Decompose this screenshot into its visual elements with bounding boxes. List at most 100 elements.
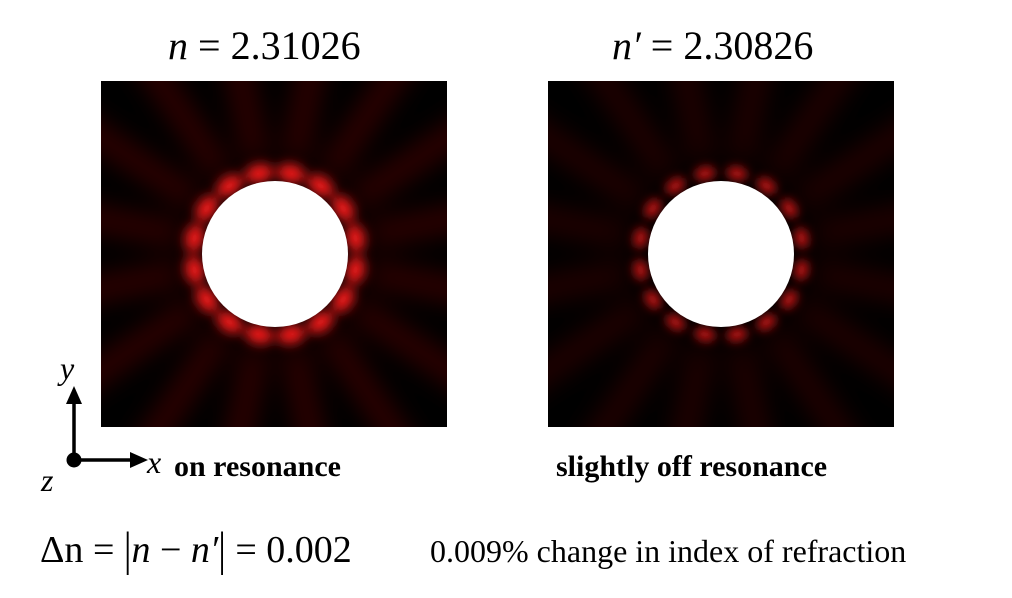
field-panel-off-resonance (548, 81, 894, 427)
field-lobes (633, 166, 809, 342)
field-ray (812, 211, 894, 244)
z-axis-dot (66, 452, 82, 468)
field-lobe (332, 286, 354, 313)
coordinate-axes (66, 386, 148, 468)
right-equals: = (650, 23, 674, 68)
field-lobe (307, 311, 334, 333)
field-lobe (196, 195, 218, 222)
delta-n: n (131, 529, 151, 571)
delta-minus: − (159, 529, 182, 571)
field-ray (349, 129, 447, 208)
field-ray (366, 211, 447, 244)
field-ray (548, 211, 630, 244)
x-axis-label: x (147, 444, 162, 480)
field-ray (232, 345, 265, 427)
field-ray (548, 128, 647, 208)
abs-close-bar: | (218, 523, 226, 577)
field-lobe (794, 259, 809, 281)
field-rays (548, 81, 894, 427)
field-lobe (781, 198, 798, 218)
delta-value: 0.002 (266, 529, 352, 571)
x-arrowhead (130, 452, 148, 468)
field-lobe (216, 311, 243, 333)
field-lobe (757, 177, 777, 194)
field-ray (731, 345, 764, 427)
resonator-core (648, 181, 794, 327)
y-arrowhead (66, 386, 82, 404)
field-ray (321, 328, 401, 427)
caption-off-resonance: slightly off resonance (556, 450, 828, 483)
field-lobe (665, 314, 685, 331)
field-lobe (346, 256, 365, 284)
field-lobe (346, 224, 365, 252)
field-lobe (633, 259, 648, 281)
field-plot-on-resonance (101, 81, 447, 427)
field-ray (795, 300, 894, 380)
field-ray (548, 264, 630, 297)
field-lobe (633, 227, 648, 249)
z-axis-label: z (41, 462, 54, 498)
field-ray (321, 81, 401, 180)
resonator-core (202, 181, 348, 327)
field-ray (101, 264, 184, 297)
field-ray (767, 81, 847, 180)
field-ray (767, 328, 847, 427)
delta-equals-2: = (235, 529, 257, 571)
field-lobe (726, 166, 748, 181)
field-lobe (694, 166, 716, 181)
left-index-label: n = 2.31026 (168, 26, 361, 66)
field-ray (678, 345, 711, 427)
percent-change-text: 0.009% change in index of refraction (430, 533, 907, 569)
field-lobe (185, 256, 204, 284)
field-lobe (644, 198, 661, 218)
field-lobe (277, 164, 305, 183)
y-axis-label: y (60, 350, 75, 386)
right-index-symbol: n′ (612, 23, 641, 68)
delta-n-prime: n′ (190, 529, 219, 571)
field-ray (149, 81, 229, 180)
field-ray (285, 81, 318, 163)
delta-symbol: Δn (40, 529, 84, 571)
field-ray (349, 300, 447, 379)
field-lobe (757, 314, 777, 331)
field-lobe (794, 227, 809, 249)
field-lobe (196, 286, 218, 313)
field-lobe (245, 164, 273, 183)
caption-on-resonance: on resonance (174, 450, 341, 483)
field-lobe (726, 327, 748, 342)
field-lobe (216, 175, 243, 197)
right-index-label: n′ = 2.30826 (612, 26, 813, 66)
field-lobes (185, 164, 365, 344)
field-ray (101, 128, 201, 208)
delta-equals-1: = (92, 529, 115, 571)
field-lobe (245, 325, 273, 344)
abs-open-bar: | (123, 523, 132, 577)
field-ray (595, 328, 675, 427)
field-ray (366, 264, 447, 297)
field-rays (101, 81, 447, 427)
left-equals: = (198, 23, 221, 68)
field-lobe (332, 195, 354, 222)
field-ray (232, 81, 265, 163)
right-index-value: 2.30826 (683, 23, 814, 68)
field-plot-off-resonance (548, 81, 894, 427)
field-ray (101, 211, 184, 244)
field-ray (812, 264, 894, 297)
field-ray (548, 300, 647, 380)
field-ray (595, 81, 675, 180)
field-lobe (185, 224, 204, 252)
left-index-value: 2.31026 (230, 23, 361, 68)
field-lobe (644, 290, 661, 310)
field-lobe (277, 325, 305, 344)
field-ray (731, 81, 764, 163)
field-ray (285, 345, 318, 427)
field-ray (678, 81, 711, 163)
left-index-symbol: n (168, 23, 188, 68)
field-lobe (665, 177, 685, 194)
delta-n-equation: Δn = |n − n′| = 0.002 (40, 526, 352, 574)
field-lobe (307, 175, 334, 197)
field-ray (795, 128, 894, 208)
field-ray (149, 328, 229, 427)
field-lobe (694, 327, 716, 342)
field-ray (101, 300, 201, 380)
